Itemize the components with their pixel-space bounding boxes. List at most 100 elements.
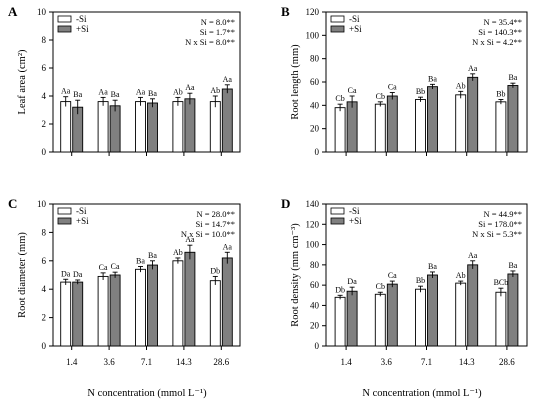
anova-stat: N x Si = 4.2**: [472, 37, 522, 47]
y-tick-label: 6: [42, 63, 47, 73]
y-tick-label: 6: [42, 256, 47, 266]
y-tick-label: 0: [315, 147, 320, 157]
bar: [386, 95, 398, 153]
bar: [60, 101, 72, 153]
legend-label: -Si: [76, 14, 87, 24]
panel-letter: B: [281, 4, 290, 19]
y-tick-label: 0: [42, 147, 47, 157]
x-tick-label: 14.3: [459, 357, 475, 367]
y-tick-label: 40: [310, 300, 320, 310]
significance-label: Ba: [508, 261, 517, 270]
anova-stat: Si = 140.3**: [478, 27, 522, 37]
significance-label: Ba: [111, 90, 120, 99]
bar: [415, 288, 426, 347]
panel-d: D 0 20 40 60 80 100 120 140 Root density (mm cm⁻³…: [281, 196, 528, 367]
significance-label: Da: [73, 270, 83, 279]
bar: [346, 290, 358, 347]
legend-swatch: [330, 15, 345, 23]
legend-swatch: [57, 25, 72, 33]
significance-label: Ba: [148, 89, 157, 98]
significance-label: Aa: [136, 87, 146, 96]
y-tick-label: 10: [37, 199, 47, 209]
y-tick-label: 2: [42, 313, 47, 323]
bar: [135, 101, 146, 153]
anova-stat: N = 44.9**: [483, 209, 522, 219]
panel-c: C 0 2 4 6 8 10 Root diameter (mm) 1.4 Da Da 3.6 Ca Ca…: [8, 196, 241, 367]
y-tick-label: 0: [42, 341, 47, 351]
significance-label: Ab: [173, 87, 183, 96]
anova-stat: N = 28.0**: [196, 209, 235, 219]
legend-label: +Si: [76, 24, 89, 34]
bar: [209, 280, 221, 347]
y-axis-title: Root density (mm cm⁻³): [290, 223, 301, 327]
bar: [455, 94, 467, 153]
y-tick-label: 2: [42, 119, 47, 129]
bar: [72, 281, 84, 347]
bar: [334, 107, 346, 153]
legend-swatch: [57, 207, 72, 215]
x-tick-label: 1.4: [66, 357, 78, 367]
significance-label: Db: [210, 266, 220, 275]
bar: [97, 275, 109, 347]
legend-label: -Si: [76, 206, 87, 216]
x-tick-label: 3.6: [381, 357, 393, 367]
significance-label: Ab: [210, 86, 220, 95]
y-axis-title: Leaf area (cm²): [17, 49, 28, 114]
y-tick-label: 120: [306, 219, 320, 229]
legend-swatch: [330, 25, 345, 33]
bar: [427, 86, 438, 153]
bar: [467, 76, 479, 153]
x-axis-title-left: N concentration (mmol L⁻¹): [87, 388, 207, 399]
bar: [346, 101, 358, 153]
bar: [147, 264, 158, 347]
significance-label: Ba: [428, 74, 437, 83]
anova-stat: Si = 14.7**: [195, 219, 235, 229]
y-tick-label: 80: [310, 54, 320, 64]
significance-label: Ca: [388, 83, 397, 92]
anova-stat: N = 8.0**: [201, 17, 235, 27]
anova-stat: N x Si = 10.0**: [181, 229, 235, 239]
significance-label: Ba: [73, 90, 82, 99]
legend-label: +Si: [76, 216, 89, 226]
significance-label: Ab: [173, 248, 183, 257]
anova-stat: N = 35.4**: [483, 17, 522, 27]
bar: [495, 101, 507, 153]
significance-label: Aa: [185, 235, 195, 244]
anova-stat: N x Si = 8.0**: [185, 37, 235, 47]
significance-label: Bb: [416, 87, 425, 96]
y-tick-label: 4: [42, 91, 47, 101]
significance-label: Aa: [468, 64, 478, 73]
x-tick-label: 28.6: [499, 357, 515, 367]
bar: [184, 251, 196, 347]
y-axis-title: Root diameter (mm): [17, 232, 28, 318]
bar: [467, 264, 479, 347]
y-tick-label: 100: [306, 240, 320, 250]
significance-label: Ba: [136, 256, 145, 265]
legend-swatch: [57, 15, 72, 23]
y-tick-label: 140: [306, 199, 320, 209]
legend-label: -Si: [349, 14, 360, 24]
legend-swatch: [330, 207, 345, 215]
significance-label: Db: [335, 285, 345, 294]
x-tick-label: 7.1: [421, 357, 432, 367]
y-axis-title: Root length (mm): [290, 44, 301, 120]
bar: [147, 102, 158, 153]
legend-label: -Si: [349, 206, 360, 216]
significance-label: Ba: [508, 73, 517, 82]
x-axis-title-right: N concentration (mmol L⁻¹): [362, 388, 482, 399]
bar: [172, 260, 184, 347]
y-tick-label: 4: [42, 284, 47, 294]
bar: [386, 283, 398, 347]
anova-stat: Si = 1.7**: [200, 27, 235, 37]
panel-letter: D: [281, 196, 290, 211]
significance-label: BCb: [494, 278, 509, 287]
y-tick-label: 0: [315, 341, 320, 351]
significance-label: Aa: [223, 242, 233, 251]
significance-label: Cb: [335, 94, 344, 103]
legend-label: +Si: [349, 24, 362, 34]
y-tick-label: 120: [306, 7, 320, 17]
significance-label: Aa: [98, 87, 108, 96]
significance-label: Da: [61, 269, 71, 278]
significance-label: Ca: [111, 262, 120, 271]
bar: [135, 268, 146, 347]
